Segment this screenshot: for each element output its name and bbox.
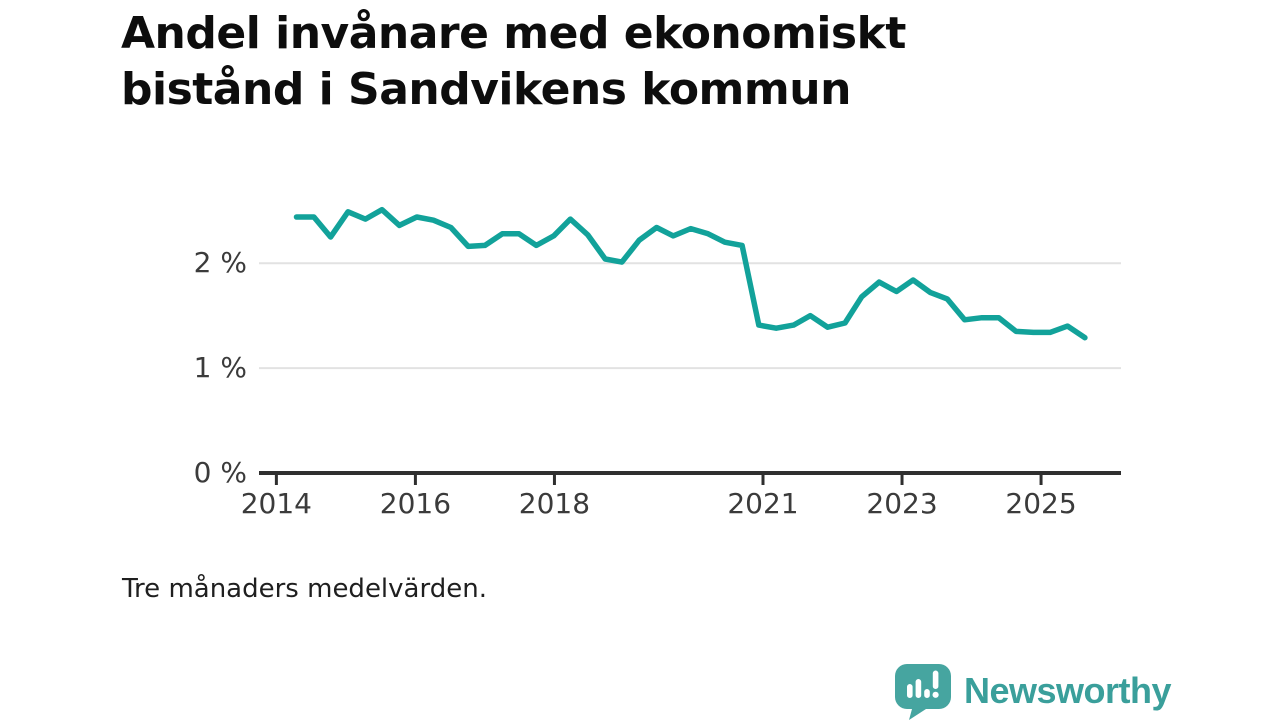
brand-wordmark: Newsworthy: [964, 670, 1172, 711]
chart-title-line1: Andel invånare med ekonomiskt: [121, 8, 906, 59]
speech-bubble-bar-chart-icon: [895, 663, 951, 720]
chart-footnote: Tre månaders medelvärden.: [122, 574, 487, 604]
data-line: [293, 206, 1088, 341]
chart-title-line2: bistånd i Sandvikens kommun: [121, 64, 851, 115]
chart-title: Andel invånare med ekonomiskt bistånd i …: [121, 6, 906, 118]
brand-footer: Newsworthy: [894, 662, 1172, 720]
